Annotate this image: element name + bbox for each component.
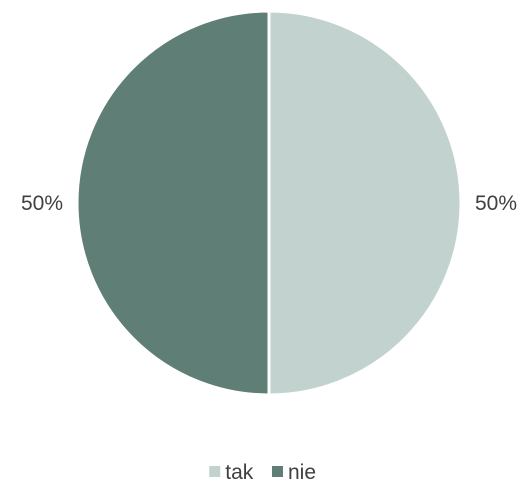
legend-swatch-nie — [272, 466, 283, 477]
legend: tak nie — [209, 461, 316, 484]
pie-slices — [75, 9, 463, 397]
legend-swatch-tak — [209, 466, 221, 477]
data-label-tak: 50% — [475, 192, 517, 215]
data-labels: 50% 50% — [21, 192, 517, 215]
pie-slice-tak — [267, 9, 463, 397]
pie-slice-nie — [75, 9, 271, 397]
legend-label-tak: tak — [225, 461, 254, 484]
legend-label-nie: nie — [288, 461, 316, 484]
data-label-nie: 50% — [21, 192, 63, 215]
